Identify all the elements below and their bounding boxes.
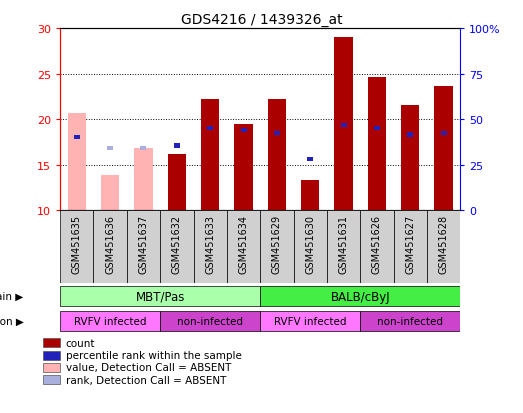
Text: GSM451637: GSM451637 bbox=[139, 214, 149, 273]
Bar bbox=[141, 147, 146, 151]
Bar bbox=[201, 100, 219, 211]
Bar bbox=[407, 133, 413, 137]
Text: MBT/Pas: MBT/Pas bbox=[135, 290, 185, 303]
Bar bbox=[427, 211, 460, 283]
Bar bbox=[127, 211, 160, 283]
Text: GSM451627: GSM451627 bbox=[405, 214, 415, 273]
Text: non-infected: non-infected bbox=[377, 316, 443, 326]
Bar bbox=[274, 131, 280, 135]
Bar bbox=[394, 211, 427, 283]
Bar bbox=[307, 158, 313, 162]
Bar bbox=[74, 136, 80, 140]
Bar bbox=[360, 211, 393, 283]
Text: RVFV infected: RVFV infected bbox=[74, 316, 146, 326]
Bar bbox=[440, 131, 447, 135]
Bar bbox=[374, 127, 380, 131]
Bar bbox=[360, 311, 460, 331]
Bar bbox=[301, 180, 320, 211]
Bar bbox=[67, 114, 86, 211]
Text: percentile rank within the sample: percentile rank within the sample bbox=[66, 350, 242, 360]
Bar bbox=[260, 211, 293, 283]
Text: GSM451628: GSM451628 bbox=[439, 214, 449, 273]
Bar bbox=[234, 124, 253, 211]
Bar bbox=[340, 124, 347, 128]
Bar bbox=[101, 175, 119, 211]
Text: GSM451630: GSM451630 bbox=[305, 214, 315, 273]
Bar bbox=[174, 144, 180, 148]
Text: GSM451629: GSM451629 bbox=[272, 214, 282, 273]
Bar bbox=[43, 351, 60, 360]
Text: GSM451633: GSM451633 bbox=[205, 214, 215, 273]
Bar bbox=[134, 149, 153, 211]
Bar bbox=[107, 147, 113, 151]
Bar bbox=[60, 286, 260, 306]
Bar bbox=[260, 286, 460, 306]
Bar bbox=[227, 211, 260, 283]
Bar bbox=[160, 311, 260, 331]
Bar bbox=[168, 154, 186, 211]
Bar bbox=[160, 211, 194, 283]
Text: GSM451626: GSM451626 bbox=[372, 214, 382, 273]
Text: GDS4216 / 1439326_at: GDS4216 / 1439326_at bbox=[180, 13, 343, 27]
Bar bbox=[334, 38, 353, 211]
Text: value, Detection Call = ABSENT: value, Detection Call = ABSENT bbox=[66, 363, 231, 373]
Bar bbox=[368, 78, 386, 211]
Text: infection ▶: infection ▶ bbox=[0, 316, 24, 326]
Text: GSM451635: GSM451635 bbox=[72, 214, 82, 273]
Text: non-infected: non-infected bbox=[177, 316, 243, 326]
Bar bbox=[60, 211, 94, 283]
Bar bbox=[207, 127, 213, 131]
Text: RVFV infected: RVFV infected bbox=[274, 316, 346, 326]
Text: GSM451632: GSM451632 bbox=[172, 214, 182, 273]
Bar bbox=[94, 211, 127, 283]
Bar bbox=[43, 375, 60, 385]
Text: GSM451634: GSM451634 bbox=[238, 214, 248, 273]
Bar bbox=[43, 338, 60, 347]
Bar bbox=[241, 128, 246, 133]
Bar bbox=[293, 211, 327, 283]
Text: GSM451636: GSM451636 bbox=[105, 214, 115, 273]
Text: count: count bbox=[66, 338, 95, 348]
Text: BALB/cByJ: BALB/cByJ bbox=[331, 290, 390, 303]
Bar bbox=[43, 363, 60, 372]
Bar bbox=[60, 311, 160, 331]
Text: GSM451631: GSM451631 bbox=[338, 214, 348, 273]
Bar bbox=[401, 106, 419, 211]
Text: strain ▶: strain ▶ bbox=[0, 291, 24, 301]
Bar bbox=[260, 311, 360, 331]
Bar bbox=[194, 211, 227, 283]
Bar bbox=[435, 87, 453, 211]
Text: rank, Detection Call = ABSENT: rank, Detection Call = ABSENT bbox=[66, 375, 226, 385]
Bar bbox=[327, 211, 360, 283]
Bar bbox=[268, 100, 286, 211]
